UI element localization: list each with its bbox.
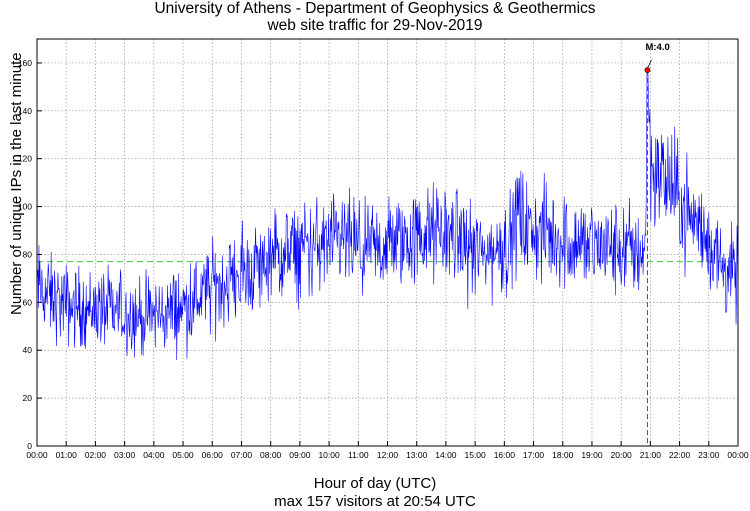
x-axis-ticks: 00:00 01:00 02:00 03:00 04:00 05:00 06:00 07:00… — [26, 441, 749, 460]
y-tick-label: 20 — [23, 393, 33, 403]
y-tick-label: 40 — [23, 345, 33, 355]
x-tick-label: 03:00 — [114, 450, 136, 460]
event-pointer — [647, 59, 652, 69]
x-tick-label: 14:00 — [435, 450, 457, 460]
y-tick-label: 160 — [18, 58, 32, 68]
x-tick-label: 17:00 — [523, 450, 545, 460]
chart-subtitle: web site traffic for 29-Nov-2019 — [267, 17, 483, 34]
x-tick-label: 12:00 — [377, 450, 399, 460]
x-tick-label: 00:00 — [26, 450, 48, 460]
x-tick-label: 13:00 — [406, 450, 428, 460]
x-tick-label: 23:00 — [698, 450, 720, 460]
x-tick-label: 18:00 — [552, 450, 574, 460]
event-marker-group: M:4.0 — [644, 42, 670, 446]
event-point — [644, 67, 651, 74]
x-tick-label: 16:00 — [494, 450, 516, 460]
x-tick-label: 22:00 — [669, 450, 691, 460]
x-tick-label: 04:00 — [143, 450, 165, 460]
x-tick-label: 21:00 — [640, 450, 662, 460]
chart-footer: max 157 visitors at 20:54 UTC — [274, 493, 476, 510]
x-tick-label: 08:00 — [260, 450, 282, 460]
x-tick-label: 09:00 — [289, 450, 311, 460]
x-tick-label: 15:00 — [464, 450, 486, 460]
y-tick-label: 60 — [23, 297, 33, 307]
y-tick-label: 100 — [18, 202, 32, 212]
series-group — [36, 69, 739, 360]
chart-title: University of Athens - Department of Geo… — [154, 0, 596, 17]
x-tick-label: 11:00 — [348, 450, 369, 460]
x-tick-label: 19:00 — [581, 450, 603, 460]
x-tick-label: 07:00 — [231, 450, 253, 460]
x-tick-label: 05:00 — [172, 450, 194, 460]
x-tick-label: 00:00 — [727, 450, 749, 460]
x-tick-label: 02:00 — [85, 450, 107, 460]
y-tick-label: 0 — [27, 441, 32, 451]
y-axis-ticks: 0 20 40 60 80 100 120 140 160 — [18, 58, 42, 451]
y-tick-label: 80 — [23, 249, 33, 259]
series-line — [36, 69, 739, 360]
x-tick-label: 06:00 — [202, 450, 224, 460]
x-tick-label: 20:00 — [611, 450, 633, 460]
x-tick-label: 10:00 — [318, 450, 340, 460]
grid — [37, 39, 738, 446]
y-tick-label: 120 — [18, 154, 32, 164]
x-axis-label: Hour of day (UTC) — [313, 475, 437, 492]
event-label: M:4.0 — [645, 42, 669, 53]
y-tick-label: 140 — [18, 106, 32, 116]
x-tick-label: 01:00 — [56, 450, 78, 460]
